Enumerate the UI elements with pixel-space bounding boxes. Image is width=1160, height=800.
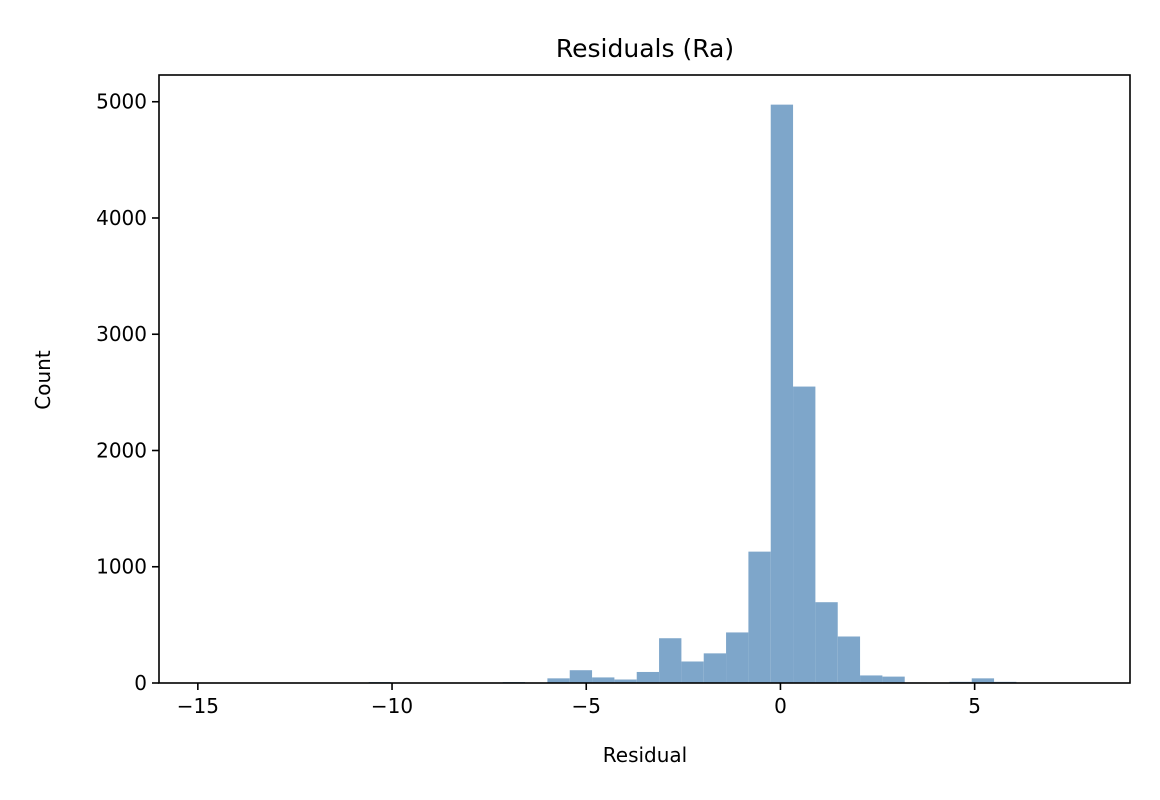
histogram-bar [793,386,816,683]
histogram-bar [860,675,883,683]
y-tick-label: 4000 [96,206,147,230]
x-axis-ticks: −15 −10 −5 0 5 [177,683,981,718]
histogram-bar [659,638,682,683]
histogram-bar [726,632,749,683]
histogram-bar [748,551,771,683]
histogram-bar [681,661,704,683]
histogram-bar [636,671,660,683]
x-tick-label: 0 [774,694,787,718]
y-tick-label: 2000 [96,438,147,462]
histogram-bar [703,653,727,683]
chart-title: Residuals (Ra) [556,34,734,63]
y-tick-label: 0 [134,671,147,695]
histogram-bar [569,670,593,683]
histogram-bar [837,636,861,683]
histogram-bar [815,602,838,683]
histogram-bar [882,676,905,683]
x-tick-label: −10 [371,694,413,718]
x-tick-label: 5 [968,694,981,718]
plot-frame [158,74,1131,684]
y-tick-label: 1000 [96,555,147,579]
x-axis-label: Residual [603,743,687,767]
x-tick-label: −5 [571,694,600,718]
histogram-bar [614,679,637,683]
histogram-bar [770,104,794,683]
y-axis-ticks: 0 1000 2000 3000 4000 5000 [96,90,159,695]
y-tick-label: 5000 [96,90,147,114]
histogram-bar [592,677,615,683]
y-tick-label: 3000 [96,322,147,346]
histogram-bar [971,678,995,683]
x-tick-label: −15 [177,694,219,718]
y-axis-label: Count [31,350,55,410]
histogram-bar [547,678,570,683]
